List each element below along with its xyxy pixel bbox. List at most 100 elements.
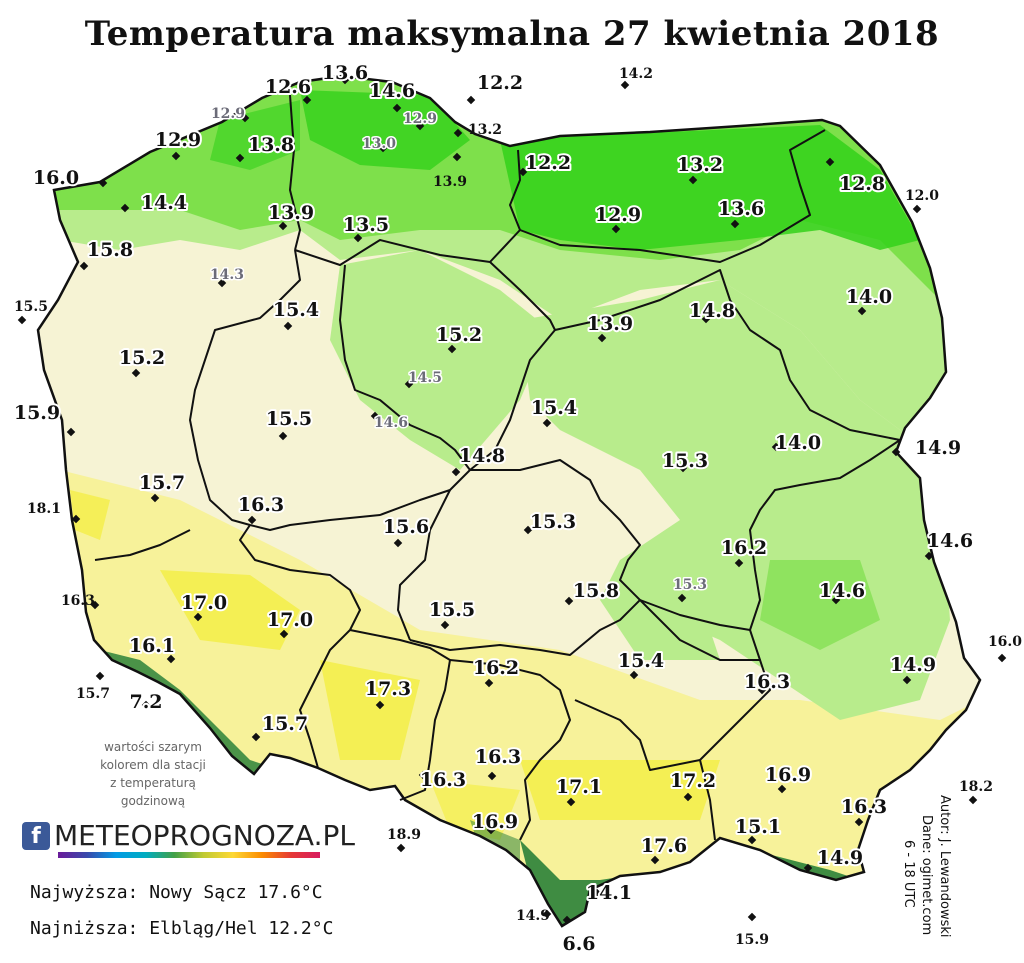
station-marker: 15.8 bbox=[564, 578, 621, 606]
station-marker: 14.9 bbox=[891, 435, 963, 461]
station-value: 14.9 bbox=[516, 908, 550, 924]
station-marker: 15.6 bbox=[381, 514, 431, 548]
station-dot bbox=[701, 314, 711, 324]
station-dot bbox=[415, 121, 425, 131]
station-value: 16.3 bbox=[238, 494, 284, 516]
station-value: 12.2 bbox=[525, 152, 571, 174]
facebook-icon[interactable]: f bbox=[22, 822, 50, 850]
station-marker: 13.2 bbox=[675, 152, 725, 185]
station-dot bbox=[278, 221, 288, 231]
station-dot bbox=[757, 685, 767, 695]
station-marker: 16.3 bbox=[839, 794, 889, 827]
station-value: 15.2 bbox=[436, 324, 482, 346]
station-marker: 15.4 bbox=[616, 648, 666, 680]
meteoprognoza-logo: f METEOPROGNOZA.PL bbox=[22, 818, 355, 854]
station-value: 13.2 bbox=[677, 154, 723, 176]
station-marker: 16.3 bbox=[61, 593, 100, 610]
station-marker: 13.2 bbox=[453, 122, 502, 138]
max-temp-stat: Najwyższa: Nowy Sącz 17.6°C bbox=[30, 882, 323, 903]
station-dot bbox=[650, 855, 660, 865]
station-marker: 18.9 bbox=[387, 827, 421, 853]
station-value: 15.4 bbox=[273, 299, 319, 321]
station-marker: 15.2 bbox=[117, 345, 167, 378]
station-marker: 17.1 bbox=[554, 774, 604, 807]
station-dot bbox=[440, 620, 450, 630]
station-dot bbox=[566, 797, 576, 807]
station-dot bbox=[803, 863, 813, 873]
station-marker: 15.5 bbox=[264, 406, 314, 441]
station-value: 17.3 bbox=[365, 678, 411, 700]
station-dot bbox=[283, 321, 293, 331]
station-layer: 12.613.614.6 12.2 14.212.9 12.913.013.212.9… bbox=[12, 60, 1022, 957]
station-marker: 12.9 bbox=[153, 127, 203, 161]
station-dot bbox=[683, 792, 693, 802]
station-dot bbox=[340, 75, 350, 85]
station-value: 13.2 bbox=[468, 122, 502, 138]
station-value: 14.0 bbox=[846, 286, 892, 308]
station-marker: 16.3 bbox=[473, 744, 523, 781]
station-marker: 12.9 bbox=[401, 110, 439, 131]
station-marker: 15.1 bbox=[733, 814, 783, 845]
station-marker: 16.2 bbox=[719, 535, 769, 568]
station-dot bbox=[592, 888, 602, 898]
station-dot bbox=[487, 771, 497, 781]
station-marker: 14.8 bbox=[451, 443, 507, 477]
station-dot bbox=[240, 113, 250, 123]
station-value: 15.4 bbox=[618, 650, 664, 672]
station-dot bbox=[278, 431, 288, 441]
station-marker: 12.8 bbox=[825, 157, 887, 197]
station-value: 12.0 bbox=[905, 188, 939, 204]
station-value: 17.0 bbox=[181, 592, 227, 614]
station-marker: 14.5 bbox=[404, 369, 444, 389]
station-marker: 15.3 bbox=[660, 448, 710, 474]
station-dot bbox=[486, 825, 496, 835]
station-dot bbox=[912, 204, 922, 214]
station-marker: 12.2 bbox=[466, 70, 525, 105]
station-marker: 14.9 bbox=[888, 652, 938, 685]
station-marker: 15.4 bbox=[529, 395, 579, 428]
station-value: 15.5 bbox=[429, 599, 475, 621]
station-marker: 16.9 bbox=[470, 809, 520, 835]
station-dot bbox=[393, 538, 403, 548]
station-value: 18.9 bbox=[387, 827, 421, 843]
station-marker: 15.7 bbox=[76, 671, 110, 702]
temperature-shading bbox=[38, 76, 980, 926]
station-dot bbox=[902, 675, 912, 685]
station-value: 14.6 bbox=[369, 80, 415, 102]
voivodeship-boundaries bbox=[94, 94, 901, 841]
station-marker: 12.6 bbox=[263, 74, 313, 105]
station-marker: 17.2 bbox=[668, 768, 718, 802]
station-value: 15.3 bbox=[673, 577, 707, 593]
station-value: 14.1 bbox=[586, 882, 632, 904]
station-value: 16.9 bbox=[472, 811, 518, 833]
note-line: z temperaturą bbox=[110, 776, 196, 790]
station-value: 14.2 bbox=[619, 66, 653, 82]
station-value: 12.9 bbox=[211, 106, 245, 122]
station-marker: 15.8 bbox=[79, 237, 135, 271]
station-value: 15.3 bbox=[530, 511, 576, 533]
station-value: 14.6 bbox=[374, 415, 408, 431]
station-marker: 13.5 bbox=[341, 212, 391, 243]
min-temp-stat: Najniższa: Elbląg/Hel 12.2°C bbox=[30, 918, 334, 939]
station-value: 15.4 bbox=[531, 397, 577, 419]
station-value: 12.8 bbox=[839, 173, 885, 195]
station-marker: 15.9 bbox=[12, 400, 76, 437]
station-value: 14.9 bbox=[890, 654, 936, 676]
legend-note: wartości szarym kolorem dla stacji z tem… bbox=[68, 738, 238, 810]
station-value: 15.3 bbox=[662, 450, 708, 472]
station-marker: 17.6 bbox=[639, 833, 689, 865]
station-value: 17.1 bbox=[556, 776, 602, 798]
station-marker: 16.0 bbox=[31, 165, 108, 191]
station-dot bbox=[597, 333, 607, 343]
station-marker: 13.8 bbox=[235, 132, 296, 163]
station-value: 14.9 bbox=[915, 437, 961, 459]
station-value: 15.7 bbox=[139, 472, 185, 494]
station-marker: 15.4 bbox=[271, 297, 321, 331]
station-value: 15.8 bbox=[573, 580, 619, 602]
station-dot bbox=[466, 95, 476, 105]
station-value: 16.2 bbox=[473, 657, 519, 679]
station-marker: 14.9 bbox=[516, 908, 552, 924]
station-value: 12.6 bbox=[265, 76, 311, 98]
station-dot bbox=[235, 153, 245, 163]
station-marker: 12.9 bbox=[209, 105, 250, 124]
